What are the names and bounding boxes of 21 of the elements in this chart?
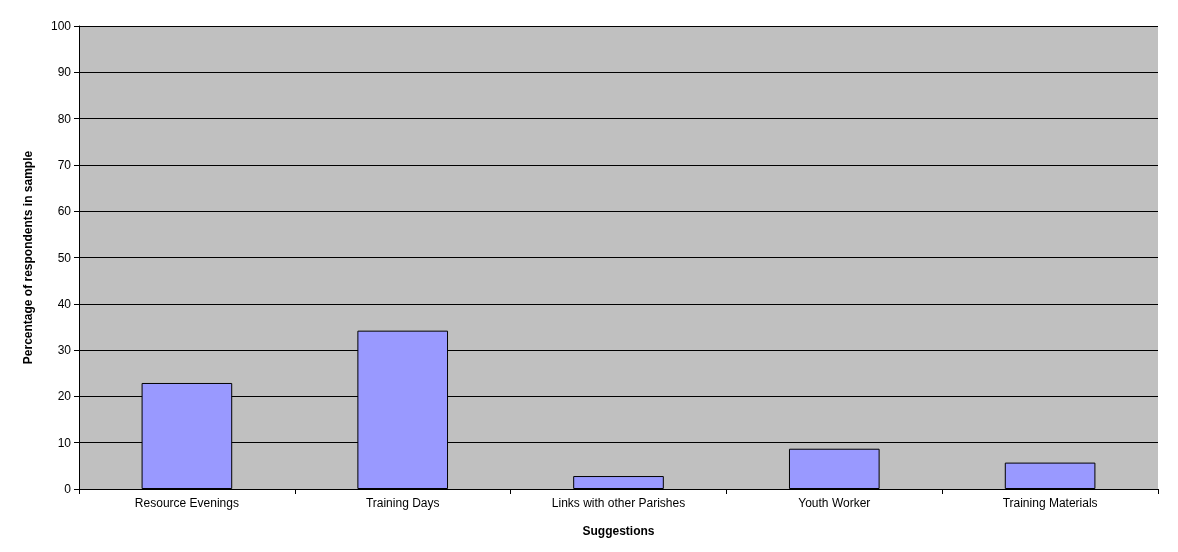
- y-tick-label: 10: [57, 435, 72, 450]
- y-tick-label: 30: [57, 343, 72, 358]
- x-tick-label: Training Materials: [1002, 496, 1098, 510]
- y-tick-label: 20: [57, 389, 72, 404]
- y-tick-label: 80: [57, 111, 72, 126]
- x-tick-label: Training Days: [365, 496, 440, 510]
- y-tick-label: 40: [57, 296, 72, 311]
- y-axis-title: Percentage of respondents in sample: [21, 150, 35, 365]
- x-tick-label: Resource Evenings: [134, 496, 239, 510]
- x-tick-label: Youth Worker: [798, 496, 871, 510]
- y-tick-label: 90: [57, 65, 72, 80]
- y-tick-label: 50: [57, 250, 72, 265]
- x-axis-title: Suggestions: [582, 524, 655, 538]
- y-tick-label: 100: [50, 19, 72, 33]
- y-tick-label: 70: [57, 157, 72, 172]
- y-tick-label: 0: [64, 482, 72, 496]
- bar: [1004, 462, 1096, 489]
- bar: [573, 476, 664, 489]
- x-tick-label: Links with other Parishes: [551, 496, 686, 510]
- y-tick-label: 60: [57, 204, 72, 219]
- bar: [788, 448, 880, 489]
